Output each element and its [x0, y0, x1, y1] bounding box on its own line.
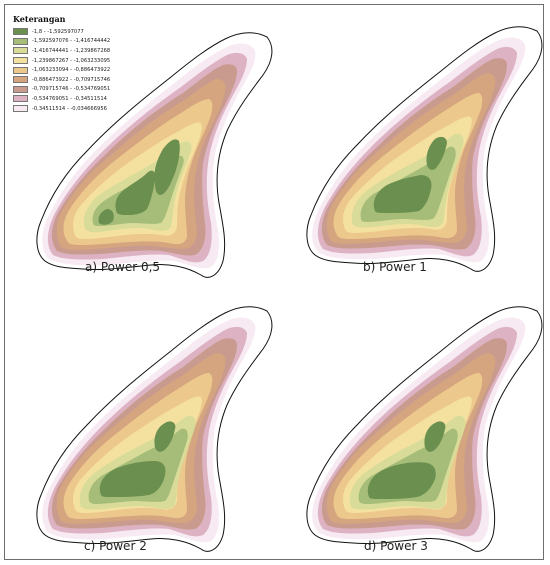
panel-caption: c) Power 2: [84, 539, 147, 553]
legend-label: -1,592597076 - -1,416744442: [32, 38, 111, 45]
legend-item: -1,592597076 - -1,416744442: [13, 37, 163, 47]
legend-label: -0,886473922 - -0,709715746: [32, 76, 111, 83]
map-zone: [99, 461, 166, 497]
legend-swatch: [13, 105, 28, 113]
panel-caption: a) Power 0,5: [85, 260, 161, 274]
legend-item: -1,239867267 - -1,063233095: [13, 56, 163, 66]
map-boundary: [306, 306, 543, 552]
legend-title: Keterangan: [13, 14, 66, 24]
legend-label: -1,416744441 - -1,239867268: [32, 47, 111, 54]
legend-item: -0,886473922 - -0,709715746: [13, 75, 163, 85]
legend-swatch: [13, 28, 28, 36]
legend-item: -1,8 - -1,592597077: [13, 27, 163, 37]
map-power-3: [306, 306, 543, 552]
map-power-0-5: [36, 32, 273, 278]
map-boundary: [36, 306, 273, 552]
map-zone: [373, 175, 432, 213]
map-zone: [154, 421, 176, 452]
map-zone: [424, 421, 446, 452]
map-power-1: [306, 26, 543, 272]
figure-frame: a) Power 0,5 b) Power 1 c) Power 2 d) Po…: [4, 4, 544, 560]
map-surface: [36, 32, 273, 278]
map-zone: [367, 462, 436, 499]
map-surface: [36, 306, 273, 552]
legend-label: -0,534769051 - -0,34511514: [32, 95, 107, 102]
legend-label: -1,239867267 - -1,063233095: [32, 57, 111, 64]
legend-swatch: [13, 76, 28, 84]
map-panel-power-3: d) Power 3: [275, 285, 545, 565]
legend-label: -0,709715746 - -0,534769051: [32, 86, 111, 93]
map-zone: [154, 139, 180, 195]
map-boundary: [36, 32, 273, 278]
legend-item: -1,416744441 - -1,239867268: [13, 46, 163, 56]
legend-swatch: [13, 85, 28, 93]
legend-swatch: [13, 57, 28, 65]
map-zone: [98, 209, 114, 225]
map-zone: [426, 136, 447, 170]
legend-swatch: [13, 47, 28, 55]
map-legend: Keterangan -1,8 - -1,592597077 -1,5925970…: [13, 14, 163, 113]
map-surface: [306, 26, 543, 272]
legend-label: -1,063233094 - -0,886473922: [32, 67, 111, 74]
legend-item: -0,34511514 - -0,034666956: [13, 104, 163, 114]
legend-label: -0,34511514 - -0,034666956: [32, 105, 107, 112]
map-power-2: [36, 306, 273, 552]
legend-label: -1,8 - -1,592597077: [32, 28, 84, 35]
map-panel-power-2: c) Power 2: [5, 285, 275, 565]
legend-rows: -1,8 - -1,592597077 -1,592597076 - -1,416…: [13, 27, 163, 113]
map-panel-power-0-5: a) Power 0,5: [5, 5, 275, 285]
panel-caption: d) Power 3: [364, 539, 428, 553]
map-zone: [115, 170, 156, 215]
legend-item: -1,063233094 - -0,886473922: [13, 65, 163, 75]
map-panel-power-1: b) Power 1: [275, 5, 545, 285]
panel-caption: b) Power 1: [363, 260, 427, 274]
legend-swatch: [13, 95, 28, 103]
legend-item: -0,709715746 - -0,534769051: [13, 85, 163, 95]
map-surface: [306, 306, 543, 552]
legend-swatch: [13, 37, 28, 45]
map-boundary: [306, 26, 543, 272]
legend-swatch: [13, 66, 28, 74]
legend-item: -0,534769051 - -0,34511514: [13, 94, 163, 104]
